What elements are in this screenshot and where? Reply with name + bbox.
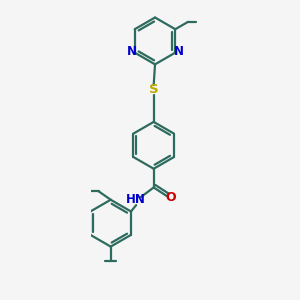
- Text: O: O: [166, 191, 176, 204]
- Text: N: N: [174, 46, 184, 59]
- Text: N: N: [126, 46, 136, 59]
- Text: HN: HN: [126, 193, 146, 206]
- Text: S: S: [149, 83, 158, 96]
